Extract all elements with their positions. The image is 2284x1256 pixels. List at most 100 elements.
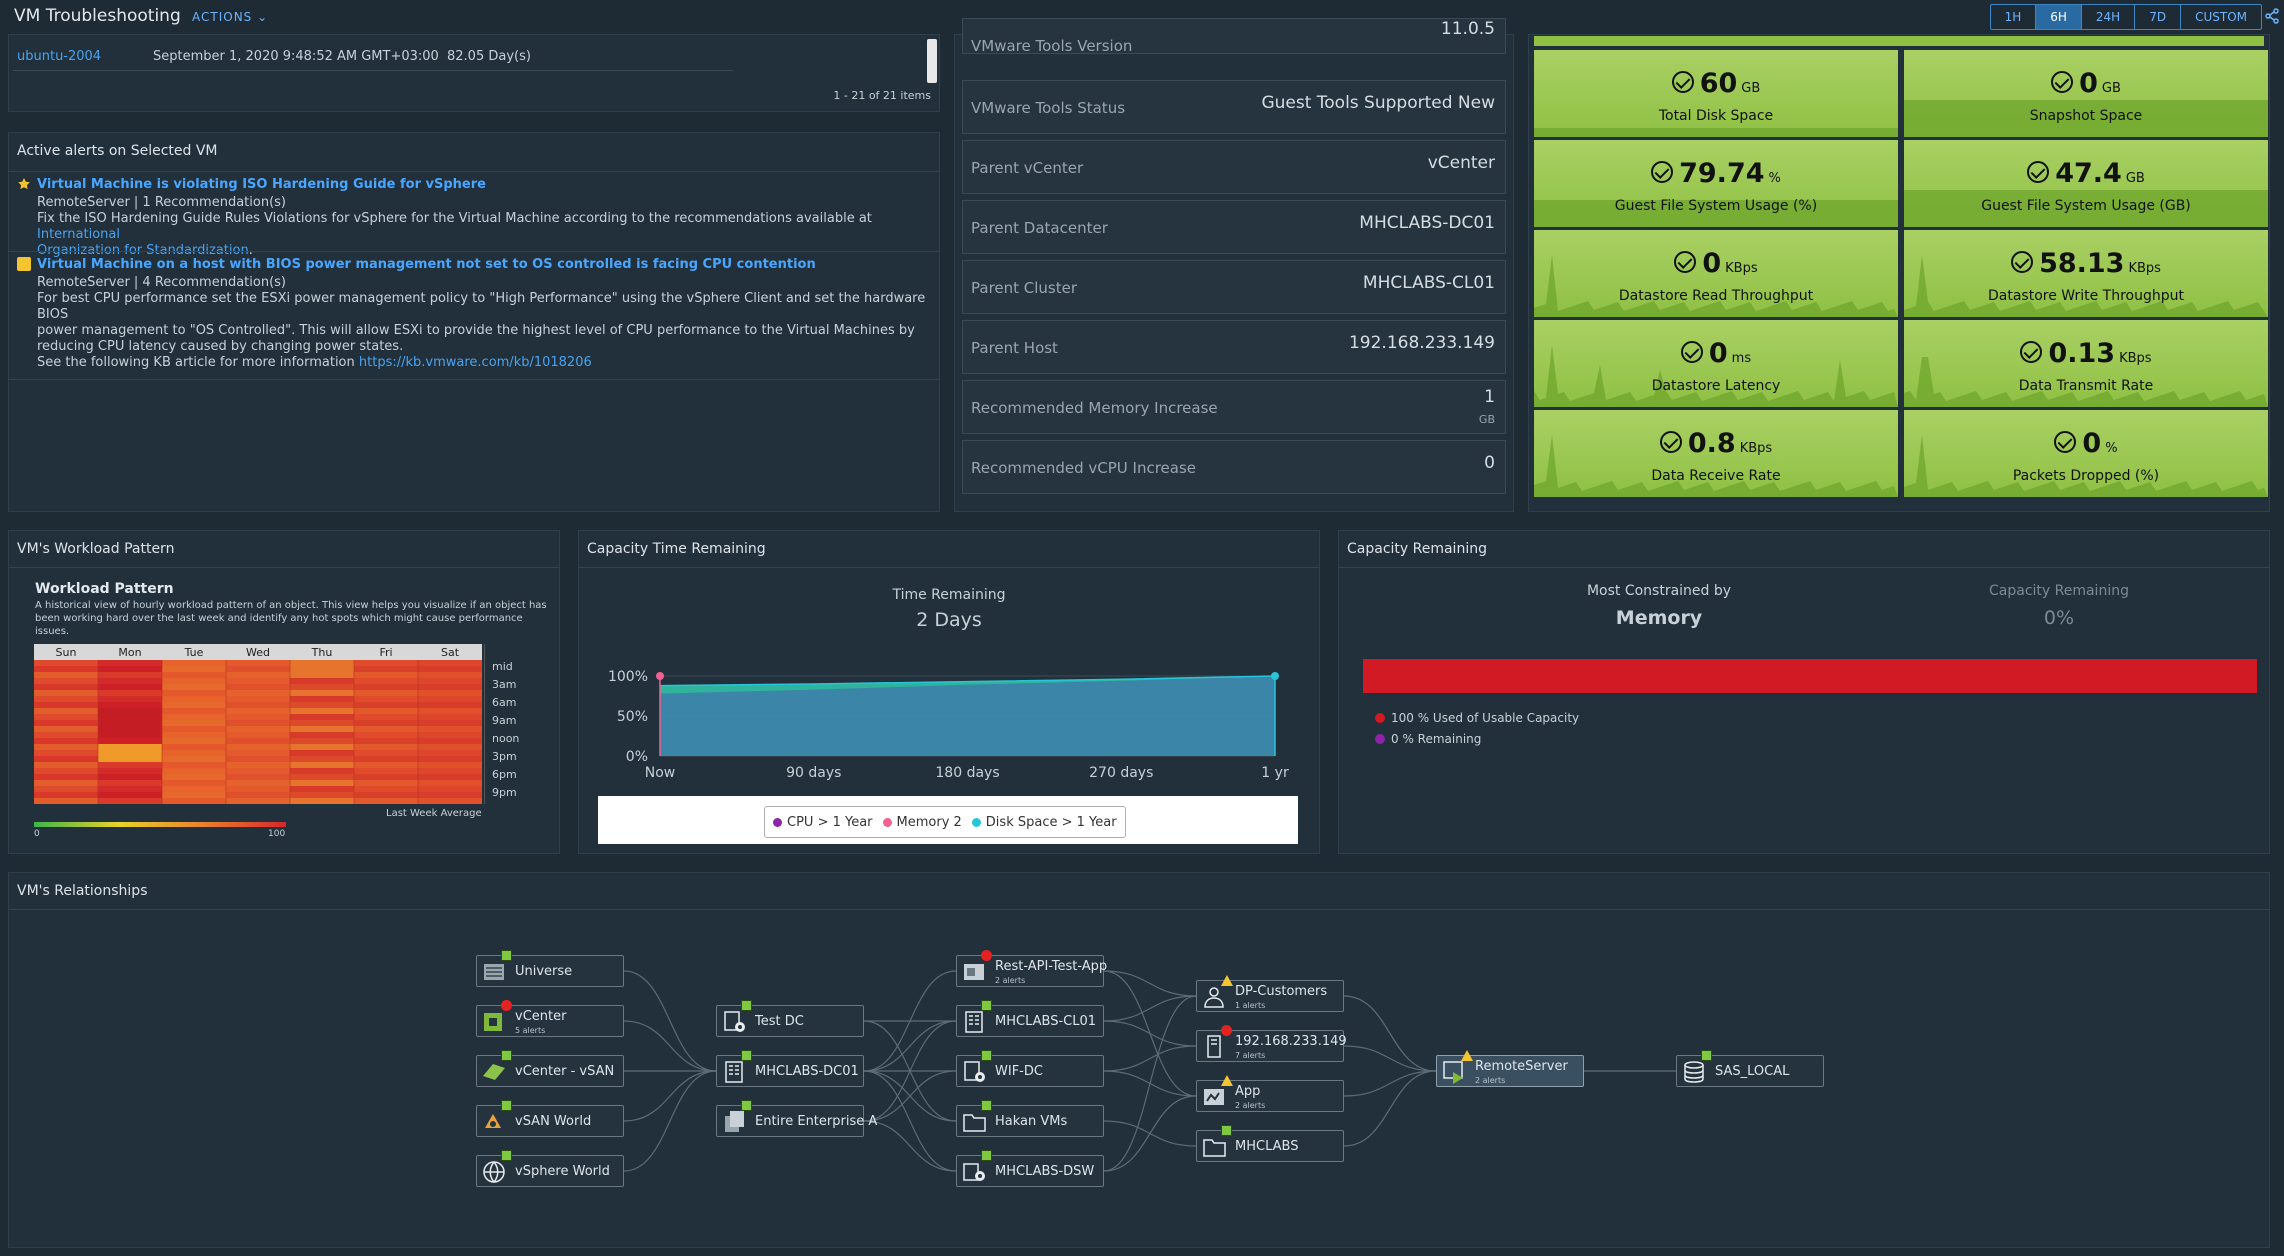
heatmap-cell: [34, 792, 98, 798]
actions-menu[interactable]: ACTIONS ⌄: [192, 10, 269, 24]
metric-label: Total Disk Space: [1658, 108, 1774, 124]
relationship-node-wif-dc[interactable]: WIF-DC: [956, 1050, 1104, 1087]
chart-legend: CPU > 1 Year Memory 2 Disk Space > 1 Yea…: [764, 806, 1126, 838]
metric-value: 0 KBps: [1534, 248, 1898, 279]
relationship-node-mhclabs-cl01[interactable]: MHCLABS-CL01: [956, 1000, 1104, 1037]
property-row: Recommended vCPU Increase 0: [962, 440, 1506, 494]
time-range-7d[interactable]: 7D: [2135, 5, 2182, 29]
heatmap-cell: [418, 756, 482, 762]
heatmap-cell: [290, 696, 354, 702]
node-label: MHCLABS-DSW: [995, 1164, 1095, 1179]
heatmap-cell: [290, 690, 354, 696]
sparkline: [1904, 190, 2268, 227]
heatmap-cell: [98, 762, 162, 768]
metric-tile[interactable]: 60 GB Total Disk Space: [1534, 50, 1898, 137]
relationship-node-remoteserver[interactable]: RemoteServer 2 alerts: [1436, 1050, 1584, 1087]
metric-tile[interactable]: 79.74% Guest File System Usage (%): [1534, 140, 1898, 227]
alert-title-link[interactable]: Virtual Machine on a host with BIOS powe…: [37, 257, 816, 272]
relationship-node-entire-enterprise[interactable]: Entire Enterprise A: [716, 1100, 877, 1137]
relationship-node-mhclabs[interactable]: MHCLABS: [1196, 1125, 1344, 1162]
check-circle-icon: [1651, 160, 1674, 183]
share-icon[interactable]: [2264, 8, 2280, 24]
metric-tile[interactable]: 0 GB Snapshot Space: [1904, 50, 2268, 137]
legend-memory[interactable]: Memory 2: [896, 814, 962, 830]
relationship-node-hakan-vms[interactable]: Hakan VMs: [956, 1100, 1104, 1137]
scale-min: 0: [34, 829, 40, 839]
critical-badge-icon: [1221, 1025, 1232, 1036]
metric-tile[interactable]: 0.8 KBps Data Receive Rate: [1534, 410, 1898, 497]
node-label: Test DC: [755, 1014, 804, 1029]
heatmap-cell: [418, 762, 482, 768]
metric-tile[interactable]: 0 KBps Datastore Read Throughput: [1534, 230, 1898, 317]
application-icon: [964, 964, 984, 980]
active-alerts-panel: Active alerts on Selected VM Virtual Mac…: [8, 132, 940, 512]
relationship-node-host[interactable]: 192.168.233.149 7 alerts: [1196, 1025, 1347, 1062]
metric-tile[interactable]: 0 ms Datastore Latency: [1534, 320, 1898, 407]
datacenter-gear-icon: [964, 1061, 985, 1082]
property-value: 1: [1484, 387, 1495, 407]
relationship-node-vcenter[interactable]: vCenter 5 alerts: [476, 1000, 624, 1037]
heatmap-cell: [418, 726, 482, 732]
healthy-badge-icon: [981, 1100, 992, 1111]
metric-tile[interactable]: 58.13 KBps Datastore Write Throughput: [1904, 230, 2268, 317]
relationship-node-dp-customers[interactable]: DP-Customers 1 alerts: [1196, 975, 1344, 1012]
relationship-node-vcenter-vsan[interactable]: vCenter - vSAN: [476, 1050, 624, 1087]
datacenter-icon: [725, 1061, 743, 1083]
heatmap-cell: [290, 768, 354, 774]
most-constrained-value: Memory: [1615, 607, 1703, 629]
time-range-1h[interactable]: 1H: [1991, 5, 2037, 29]
heatmap-cell: [34, 738, 98, 744]
relationship-node-vsphere-world[interactable]: vSphere World: [476, 1150, 624, 1187]
legend-used: 100 % Used of Usable Capacity: [1375, 711, 1579, 725]
host-icon: [1207, 1035, 1221, 1058]
relationship-node-universe[interactable]: Universe: [476, 950, 624, 987]
heatmap-cell: [226, 738, 290, 744]
heatmap-cell: [354, 732, 418, 738]
metric-tile[interactable]: 0.13 KBps Data Transmit Rate: [1904, 320, 2268, 407]
capacity-bar-track: [1363, 659, 2257, 693]
chevron-down-icon: ⌄: [257, 10, 269, 24]
kb-link[interactable]: https://kb.vmware.com/kb/1018206: [358, 355, 592, 370]
virtual-machine-icon: [1443, 1061, 1463, 1084]
heatmap-cell: [162, 738, 226, 744]
heatmap-cell: [290, 792, 354, 798]
capacity-remaining-value: 0%: [2043, 607, 2075, 629]
heatmap-cell: [354, 792, 418, 798]
healthy-badge-icon: [981, 1150, 992, 1161]
relationship-edge: [1343, 1070, 1437, 1147]
table-row[interactable]: ubuntu-2004 September 1, 2020 9:48:52 AM…: [13, 45, 733, 71]
heatmap-cell: [226, 798, 290, 804]
relationship-node-test-dc[interactable]: Test DC: [716, 1000, 864, 1037]
legend-cpu[interactable]: CPU > 1 Year: [787, 814, 873, 830]
relationship-node-app[interactable]: App 2 alerts: [1196, 1075, 1344, 1112]
heatmap-cell: [418, 750, 482, 756]
healthy-badge-icon: [741, 1000, 752, 1011]
iso-link[interactable]: International: [37, 227, 120, 242]
time-range-24h[interactable]: 24H: [2082, 5, 2136, 29]
metric-tile[interactable]: 0% Packets Dropped (%): [1904, 410, 2268, 497]
heatmap-cell: [34, 702, 98, 708]
scrollbar[interactable]: [927, 39, 937, 83]
heatmap-cell: [226, 756, 290, 762]
property-unit: GB: [1478, 413, 1495, 426]
heatmap-cell: [98, 738, 162, 744]
vm-name-link[interactable]: ubuntu-2004: [17, 49, 102, 64]
node-label: vCenter: [515, 1009, 567, 1024]
heatmap-cell: [162, 708, 226, 714]
relationship-node-sas-local[interactable]: SAS_LOCAL: [1676, 1050, 1824, 1087]
iso-link-2[interactable]: Organization for Standardization: [37, 243, 249, 258]
relationship-node-mhclabs-dc01[interactable]: MHCLABS-DC01: [716, 1050, 864, 1087]
heatmap-cell: [98, 780, 162, 786]
relationship-node-vsan-world[interactable]: vSAN World: [476, 1100, 624, 1137]
property-row: VMware Tools Status Guest Tools Supported…: [962, 80, 1506, 134]
alert-title-link[interactable]: Virtual Machine is violating ISO Hardeni…: [37, 177, 486, 192]
workload-heatmap[interactable]: [34, 660, 482, 804]
time-range-6h[interactable]: 6H: [2036, 5, 2082, 29]
heatmap-cell: [162, 798, 226, 804]
relationship-node-rest-api[interactable]: Rest-API-Test-App 2 alerts: [956, 950, 1107, 987]
time-range-custom[interactable]: CUSTOM: [2195, 10, 2247, 24]
heatmap-cell: [226, 786, 290, 792]
legend-disk[interactable]: Disk Space > 1 Year: [985, 814, 1117, 830]
metric-tile[interactable]: 47.4 GB Guest File System Usage (GB): [1904, 140, 2268, 227]
relationship-node-mhclabs-dsw[interactable]: MHCLABS-DSW: [956, 1150, 1104, 1187]
